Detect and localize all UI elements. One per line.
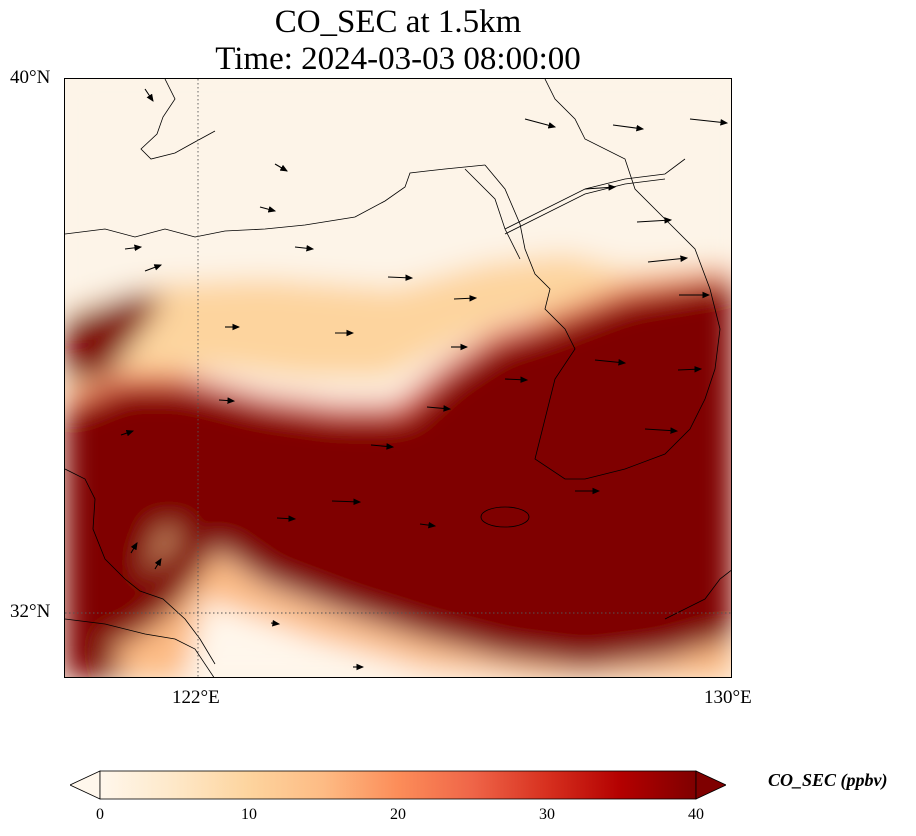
- colorbar-extend-min: [70, 770, 101, 800]
- colorbar: [70, 770, 726, 800]
- concentration-field: [65, 79, 731, 677]
- colorbar-tick-30: 30: [539, 806, 555, 823]
- lon-label-130: 130°E: [704, 687, 752, 708]
- lon-label-122: 122°E: [172, 687, 220, 708]
- map-title-line1: CO_SEC at 1.5km: [274, 4, 522, 40]
- wind-vectors: [120, 88, 729, 671]
- map-panel: [64, 78, 732, 678]
- lat-label-top: 40°N: [10, 67, 51, 88]
- colorbar-label: CO_SEC (ppbv): [768, 770, 888, 790]
- lat-label-32: 32°N: [10, 601, 51, 622]
- coastline: [65, 79, 731, 677]
- colorbar-tick-40: 40: [688, 806, 704, 823]
- colorbar-tick-20: 20: [390, 806, 406, 823]
- colorbar-tick-0: 0: [96, 806, 104, 823]
- colorbar-extend-max: [695, 770, 726, 800]
- colorbar-tick-10: 10: [241, 806, 257, 823]
- map-title-line2: Time: 2024-03-03 08:00:00: [215, 41, 581, 77]
- graticule: [65, 79, 731, 677]
